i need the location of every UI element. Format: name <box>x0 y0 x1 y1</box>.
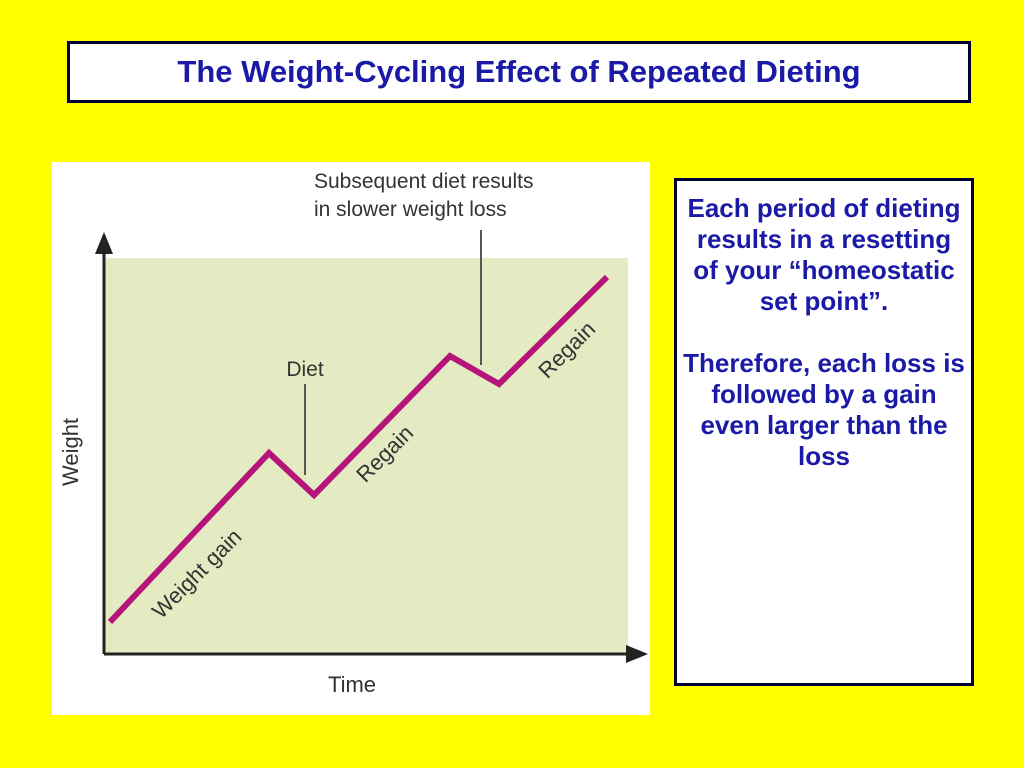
weight-cycling-diagram: Weight Time Subsequent diet results in s… <box>52 162 650 715</box>
subsequent-diet-label-line2: in slower weight loss <box>314 198 507 221</box>
weight-line <box>107 274 610 625</box>
title-box: The Weight-Cycling Effect of Repeated Di… <box>67 41 971 103</box>
subsequent-diet-label-line1: Subsequent diet results <box>314 170 533 193</box>
x-axis-arrow-icon <box>626 645 648 663</box>
diagram-svg: Weight Time Subsequent diet results in s… <box>58 170 648 697</box>
slide-title: The Weight-Cycling Effect of Repeated Di… <box>177 54 861 89</box>
y-axis-label: Weight <box>58 418 83 486</box>
explanation-paragraph-2: Therefore, each loss is followed by a ga… <box>683 348 965 471</box>
x-axis-label: Time <box>328 672 376 697</box>
diet-label: Diet <box>286 358 324 381</box>
explanation-paragraph-1: Each period of dieting results in a rese… <box>687 193 961 316</box>
explanation-box: Each period of dieting results in a rese… <box>674 178 974 686</box>
y-axis-arrow-icon <box>95 232 113 254</box>
plot-area <box>104 258 628 653</box>
